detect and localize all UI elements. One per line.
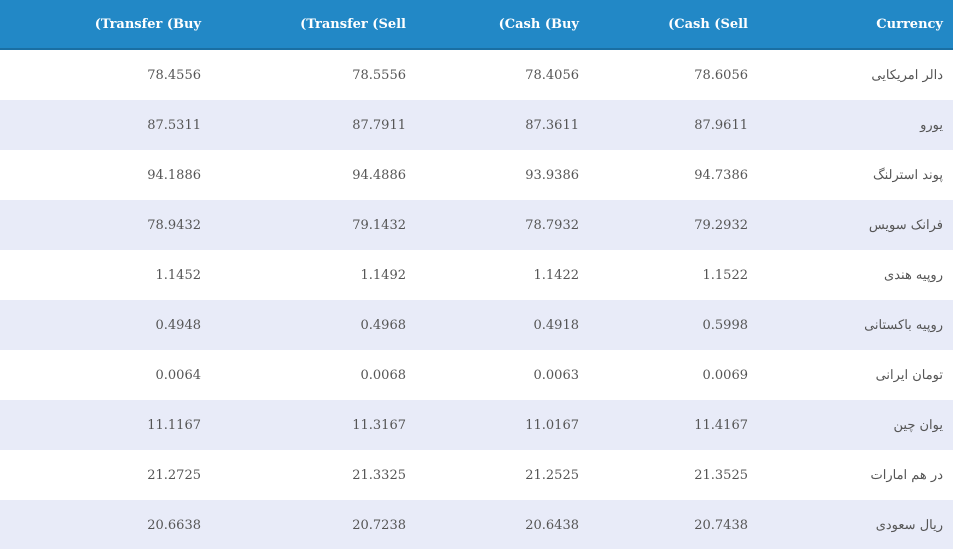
header-currency[interactable]: Currency <box>748 0 953 50</box>
transfer-sell-cell: 0.4968 <box>201 300 406 350</box>
currency-name-cell: روپیه باکستانی <box>748 300 953 350</box>
table-row: 78.9432 79.1432 78.7932 79.2932 فرانک سویس <box>0 200 953 250</box>
transfer-buy-cell: 20.6638 <box>0 500 201 549</box>
transfer-sell-cell: 1.1492 <box>201 250 406 300</box>
currency-name-cell: یورو <box>748 100 953 150</box>
cash-buy-cell: 11.0167 <box>406 400 579 450</box>
currency-name-cell: در هم امارات <box>748 450 953 500</box>
header-cash-buy[interactable]: (Cash (Buy <box>406 0 579 50</box>
cash-sell-cell: 1.1522 <box>579 250 748 300</box>
header-transfer-buy[interactable]: (Transfer (Buy <box>0 0 201 50</box>
transfer-sell-cell: 21.3325 <box>201 450 406 500</box>
table-body: 78.4556 78.5556 78.4056 78.6056 دالر امریکای… <box>0 49 953 549</box>
table-row: 94.1886 94.4886 93.9386 94.7386 پوند استرلنگ <box>0 150 953 200</box>
transfer-buy-cell: 0.4948 <box>0 300 201 350</box>
header-cash-sell[interactable]: (Cash (Sell <box>579 0 748 50</box>
transfer-buy-cell: 1.1452 <box>0 250 201 300</box>
transfer-sell-cell: 11.3167 <box>201 400 406 450</box>
transfer-buy-cell: 87.5311 <box>0 100 201 150</box>
cash-sell-cell: 78.6056 <box>579 49 748 100</box>
table-row: 87.5311 87.7911 87.3611 87.9611 یورو <box>0 100 953 150</box>
header-transfer-sell[interactable]: (Transfer (Sell <box>201 0 406 50</box>
currency-name-cell: تومان ایرانی <box>748 350 953 400</box>
transfer-sell-cell: 0.0068 <box>201 350 406 400</box>
transfer-buy-cell: 11.1167 <box>0 400 201 450</box>
transfer-sell-cell: 78.5556 <box>201 49 406 100</box>
transfer-buy-cell: 78.4556 <box>0 49 201 100</box>
table-row: 78.4556 78.5556 78.4056 78.6056 دالر امریکای… <box>0 49 953 100</box>
cash-buy-cell: 21.2525 <box>406 450 579 500</box>
transfer-sell-cell: 94.4886 <box>201 150 406 200</box>
cash-sell-cell: 79.2932 <box>579 200 748 250</box>
currency-name-cell: یوان چین <box>748 400 953 450</box>
cash-sell-cell: 87.9611 <box>579 100 748 150</box>
transfer-sell-cell: 87.7911 <box>201 100 406 150</box>
table-row: 0.4948 0.4968 0.4918 0.5998 روپیه باکستانی <box>0 300 953 350</box>
table-row: 21.2725 21.3325 21.2525 21.3525 در هم امارات <box>0 450 953 500</box>
transfer-buy-cell: 21.2725 <box>0 450 201 500</box>
currency-name-cell: روپیه هندی <box>748 250 953 300</box>
cash-buy-cell: 20.6438 <box>406 500 579 549</box>
table-header-row: (Transfer (Buy (Transfer (Sell (Cash (Bu… <box>0 0 953 50</box>
cash-buy-cell: 93.9386 <box>406 150 579 200</box>
cash-buy-cell: 0.0063 <box>406 350 579 400</box>
table-row: 1.1452 1.1492 1.1422 1.1522 روپیه هندی <box>0 250 953 300</box>
cash-buy-cell: 87.3611 <box>406 100 579 150</box>
cash-buy-cell: 0.4918 <box>406 300 579 350</box>
table-row: 11.1167 11.3167 11.0167 11.4167 یوان چین <box>0 400 953 450</box>
transfer-buy-cell: 0.0064 <box>0 350 201 400</box>
cash-buy-cell: 78.4056 <box>406 49 579 100</box>
currency-name-cell: فرانک سویس <box>748 200 953 250</box>
transfer-sell-cell: 79.1432 <box>201 200 406 250</box>
currency-name-cell: ریال سعودی <box>748 500 953 549</box>
cash-buy-cell: 78.7932 <box>406 200 579 250</box>
cash-sell-cell: 0.5998 <box>579 300 748 350</box>
transfer-buy-cell: 78.9432 <box>0 200 201 250</box>
cash-buy-cell: 1.1422 <box>406 250 579 300</box>
currency-name-cell: پوند استرلنگ <box>748 150 953 200</box>
table-row: 0.0064 0.0068 0.0063 0.0069 تومان ایرانی <box>0 350 953 400</box>
transfer-sell-cell: 20.7238 <box>201 500 406 549</box>
cash-sell-cell: 94.7386 <box>579 150 748 200</box>
cash-sell-cell: 21.3525 <box>579 450 748 500</box>
cash-sell-cell: 0.0069 <box>579 350 748 400</box>
transfer-buy-cell: 94.1886 <box>0 150 201 200</box>
table-row: 20.6638 20.7238 20.6438 20.7438 ریال سعودی <box>0 500 953 549</box>
currency-name-cell: دالر امریکایی <box>748 49 953 100</box>
cash-sell-cell: 11.4167 <box>579 400 748 450</box>
cash-sell-cell: 20.7438 <box>579 500 748 549</box>
